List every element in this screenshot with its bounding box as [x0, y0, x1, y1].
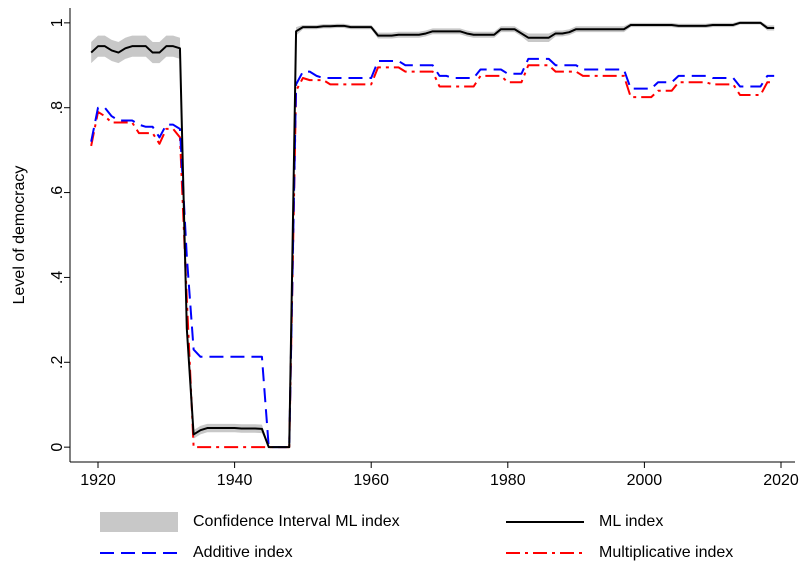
y-tick-label: .8: [49, 101, 66, 114]
x-tick-label: 2000: [627, 472, 663, 489]
x-tick-label: 1940: [217, 472, 253, 489]
x-tick-label: 2020: [763, 472, 799, 489]
legend-swatch: [100, 512, 178, 532]
y-tick-label: .6: [49, 186, 66, 199]
legend-label: Confidence Interval ML index: [193, 513, 400, 530]
y-tick-label: 1: [49, 18, 66, 27]
series-line: [90, 64, 775, 449]
series-line: [90, 57, 775, 449]
y-axis-title: Level of democracy: [11, 166, 28, 305]
y-tick-label: 0: [49, 443, 66, 452]
legend-label: Multiplicative index: [599, 544, 733, 561]
confidence-band: [91, 21, 775, 448]
series-line: [90, 21, 775, 449]
x-tick-label: 1960: [353, 472, 389, 489]
x-tick-label: 1980: [490, 472, 526, 489]
legend-label: ML index: [599, 513, 663, 530]
x-tick-label: 1920: [80, 472, 116, 489]
y-tick-label: .4: [49, 271, 66, 284]
y-tick-label: .2: [49, 356, 66, 369]
legend-label: Additive index: [193, 544, 293, 561]
